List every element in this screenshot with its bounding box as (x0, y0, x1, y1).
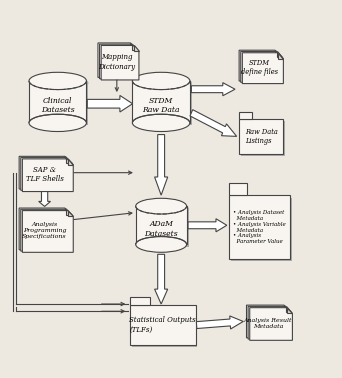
FancyBboxPatch shape (130, 297, 150, 305)
FancyBboxPatch shape (132, 81, 190, 123)
FancyArrow shape (155, 254, 168, 304)
FancyBboxPatch shape (239, 112, 252, 119)
FancyBboxPatch shape (130, 305, 196, 345)
Polygon shape (239, 50, 280, 81)
Ellipse shape (29, 114, 87, 132)
Polygon shape (242, 53, 284, 84)
Text: STDM
Raw Data: STDM Raw Data (142, 97, 180, 114)
Text: • Analysis Dataset
  Metadata
• Analysis Variable
  Metadata
• Analysis
  Parame: • Analysis Dataset Metadata • Analysis V… (233, 210, 286, 244)
FancyArrow shape (87, 96, 133, 112)
Ellipse shape (29, 72, 87, 90)
Polygon shape (241, 51, 282, 82)
Polygon shape (134, 45, 139, 51)
Polygon shape (277, 51, 282, 57)
Polygon shape (98, 43, 136, 77)
Polygon shape (275, 50, 280, 56)
Text: ADaM
Datasets: ADaM Datasets (144, 220, 178, 237)
Ellipse shape (138, 200, 188, 216)
FancyBboxPatch shape (29, 81, 87, 123)
FancyBboxPatch shape (239, 119, 284, 153)
Polygon shape (65, 208, 70, 214)
Ellipse shape (136, 198, 187, 214)
FancyBboxPatch shape (134, 83, 192, 125)
Ellipse shape (136, 237, 187, 252)
Ellipse shape (31, 74, 89, 92)
Ellipse shape (134, 74, 192, 92)
Polygon shape (130, 43, 136, 49)
Text: Analysis Result
Metadata: Analysis Result Metadata (244, 318, 292, 328)
Text: Raw Data
Listings: Raw Data Listings (245, 128, 278, 145)
FancyArrow shape (192, 83, 235, 96)
Polygon shape (19, 208, 70, 250)
Polygon shape (247, 305, 289, 338)
Polygon shape (278, 53, 284, 59)
FancyArrow shape (155, 135, 168, 195)
Text: Mapping
Dictionary: Mapping Dictionary (98, 53, 135, 71)
Polygon shape (65, 156, 70, 162)
Ellipse shape (132, 72, 190, 90)
FancyArrow shape (190, 110, 237, 136)
Polygon shape (284, 305, 289, 311)
Polygon shape (100, 44, 137, 79)
Polygon shape (22, 211, 73, 253)
FancyBboxPatch shape (229, 183, 248, 195)
Polygon shape (287, 308, 292, 313)
Polygon shape (21, 158, 72, 190)
Text: Statistical Outputs
(TLFs): Statistical Outputs (TLFs) (129, 316, 196, 334)
FancyBboxPatch shape (132, 307, 197, 347)
Text: Clinical
Datasets: Clinical Datasets (41, 97, 75, 114)
Polygon shape (68, 211, 73, 216)
Polygon shape (66, 158, 72, 163)
FancyBboxPatch shape (241, 121, 285, 156)
FancyArrow shape (196, 316, 243, 329)
Polygon shape (21, 209, 72, 251)
Polygon shape (68, 159, 73, 165)
Polygon shape (250, 308, 292, 340)
FancyArrow shape (39, 190, 51, 206)
Polygon shape (101, 45, 139, 80)
Polygon shape (22, 159, 73, 192)
FancyArrow shape (188, 219, 227, 232)
FancyBboxPatch shape (229, 195, 290, 259)
Polygon shape (248, 307, 291, 339)
FancyBboxPatch shape (31, 83, 89, 125)
FancyBboxPatch shape (138, 208, 188, 246)
Text: Analysis
Programming
Specifications: Analysis Programming Specifications (22, 222, 67, 239)
FancyBboxPatch shape (136, 206, 187, 245)
Polygon shape (19, 156, 70, 189)
FancyBboxPatch shape (231, 198, 292, 261)
Polygon shape (286, 307, 291, 312)
Polygon shape (66, 209, 72, 215)
Text: STDM
define files: STDM define files (241, 59, 278, 76)
Ellipse shape (132, 114, 190, 132)
Polygon shape (132, 44, 137, 50)
Text: SAP &
TLF Shells: SAP & TLF Shells (26, 166, 64, 183)
